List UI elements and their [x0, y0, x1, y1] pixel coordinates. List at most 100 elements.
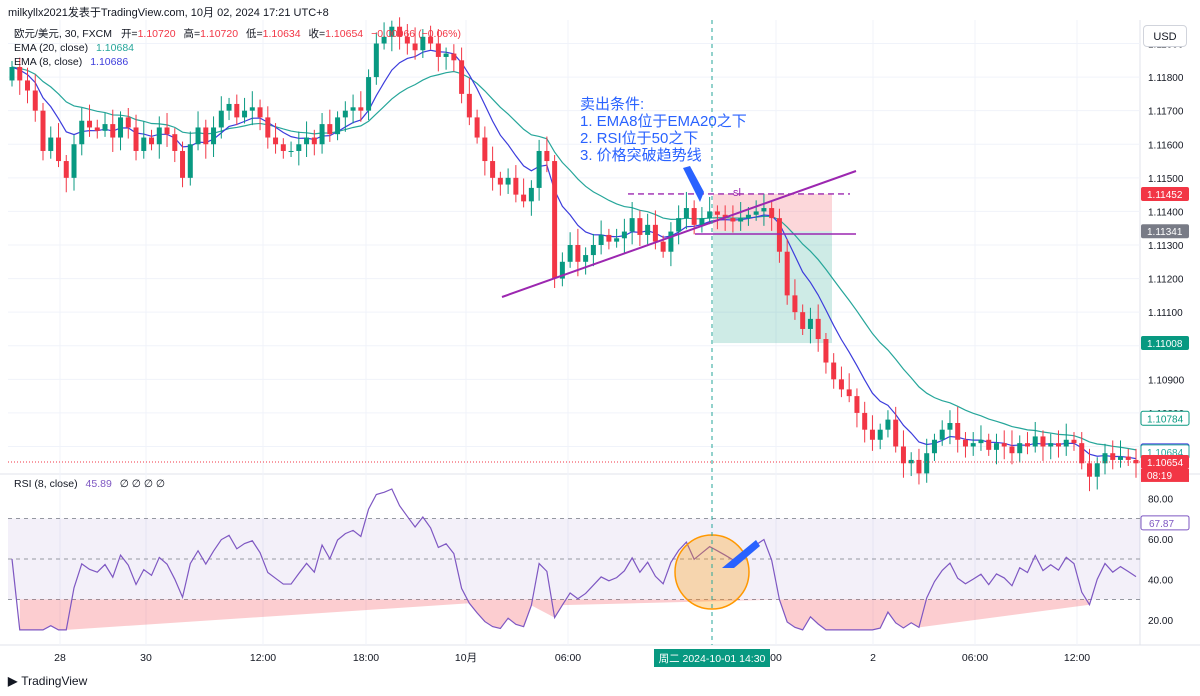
sell-conditions-note[interactable]: 卖出条件: 1. EMA8位于EMA20之下 2. RSI位于50之下 3. 价…	[580, 96, 751, 164]
candle-body	[1055, 443, 1061, 447]
candle-body	[234, 103, 240, 118]
candle-body	[513, 177, 519, 195]
rsi-tick-label: 80.00	[1148, 494, 1173, 505]
candle-body	[428, 36, 434, 44]
high-value: 1.10720	[200, 28, 238, 40]
grid	[0, 20, 1200, 646]
candle-body	[490, 161, 496, 178]
note-line-2: 1. EMA8位于EMA20之下	[580, 113, 747, 130]
candle-body	[1017, 443, 1023, 454]
candle-body	[1009, 446, 1015, 454]
candle-body	[102, 124, 108, 131]
candle-body	[288, 150, 294, 152]
candle-body	[195, 127, 201, 145]
price-badge-bg	[1141, 186, 1189, 201]
candle-body	[629, 218, 635, 232]
candles[interactable]	[9, 17, 1139, 492]
candle-body	[497, 177, 503, 185]
candle-body	[296, 144, 302, 151]
candle-body	[9, 67, 15, 81]
sl-label: sl	[733, 187, 741, 199]
candle-body	[800, 312, 806, 329]
rsi-extra: ∅ ∅ ∅ ∅	[120, 478, 165, 490]
candle-body	[691, 208, 697, 225]
candle-body	[1117, 456, 1123, 460]
candle-body	[94, 127, 100, 131]
candle-body	[273, 137, 279, 145]
candle-body	[1024, 443, 1030, 447]
tradingview-logo[interactable]: ▶ TradingView	[8, 674, 87, 688]
candle-body	[815, 318, 821, 340]
price-badge: 1.11452	[1141, 186, 1189, 201]
drawings[interactable]	[8, 20, 1140, 645]
note-line-4: 3. 价格突破趋势线	[580, 147, 702, 164]
candle-body	[211, 127, 217, 145]
symbol-name: 欧元/美元, 30, FXCM	[14, 27, 112, 40]
candle-body	[71, 144, 77, 178]
candle-body	[141, 137, 147, 151]
symbol-legend[interactable]: 欧元/美元, 30, FXCM 开=1.10720 高=1.10720 低=1.…	[14, 27, 461, 40]
candle-body	[745, 214, 751, 219]
candle-body	[885, 419, 891, 430]
ema20-label: EMA (20, close)	[14, 42, 88, 54]
price-badge-text: 1.11452	[1147, 190, 1183, 201]
price-tick-label: 1.11600	[1148, 140, 1184, 151]
rsi-legend[interactable]: RSI (8, close) 45.89 ∅ ∅ ∅ ∅	[14, 478, 165, 490]
price-axis[interactable]: 1.119001.118001.117001.116001.115001.114…	[1140, 40, 1190, 627]
candle-body	[40, 110, 46, 151]
low-label: 低=	[246, 27, 263, 40]
countdown-bg	[1141, 468, 1189, 482]
rsi-badge-bg	[1140, 515, 1190, 531]
candle-body	[172, 134, 178, 151]
candle-body	[722, 214, 728, 219]
candle-body	[621, 231, 627, 239]
time-tick-label: 30	[140, 652, 152, 664]
price-badge-bg	[1141, 224, 1189, 239]
candle-body	[381, 36, 387, 44]
candle-body	[900, 446, 906, 464]
candle-body	[87, 120, 93, 128]
candle-body	[32, 90, 38, 111]
close-value: 1.10654	[325, 28, 363, 40]
candle-body	[552, 161, 558, 279]
candle-body	[614, 238, 620, 242]
time-axis[interactable]: 28 30 12:00 18:00 10月 06:00 00 2 06:00 12:00 周二 20…	[54, 649, 1090, 667]
candle-body	[854, 396, 860, 413]
price-badge-text: 1.11341	[1147, 227, 1183, 238]
candle-body	[466, 93, 472, 118]
candle-body	[149, 137, 155, 145]
ema20-legend[interactable]: EMA (20, close) 1.10684	[14, 42, 134, 54]
candle-body	[1048, 443, 1054, 447]
candle-body	[226, 103, 232, 111]
candle-body	[1001, 443, 1007, 447]
rsi-pane[interactable]	[8, 488, 1140, 631]
publisher-text: milkyllx2021发表于TradingView.com, 10月 02, …	[8, 5, 329, 19]
time-tick-label: 18:00	[353, 652, 379, 664]
ema20-value: 1.10684	[96, 42, 134, 54]
candle-body	[350, 107, 356, 111]
candle-body	[125, 117, 131, 128]
candle-body	[993, 443, 999, 450]
candle-body	[319, 124, 325, 145]
candle-body	[164, 127, 170, 135]
price-tick-label: 1.11100	[1148, 308, 1183, 319]
price-tick-label: 1.10900	[1148, 375, 1185, 386]
candle-body	[838, 379, 844, 390]
price-tick-label: 1.11400	[1148, 207, 1184, 218]
currency-button[interactable]: USD	[1143, 25, 1187, 47]
high-label: 高=	[183, 27, 200, 40]
candle-body	[79, 120, 85, 145]
candle-body	[257, 107, 263, 118]
candle-body	[559, 261, 565, 279]
candle-body	[807, 318, 813, 329]
candle-body	[792, 295, 798, 313]
candle-body	[831, 362, 837, 380]
candle-body	[699, 218, 705, 225]
candle-body	[443, 53, 449, 57]
candle-body	[544, 150, 550, 162]
candle-body	[652, 224, 658, 242]
ema8-legend[interactable]: EMA (8, close) 1.10686	[14, 56, 128, 68]
candle-body	[583, 255, 589, 262]
candle-body	[869, 429, 875, 440]
